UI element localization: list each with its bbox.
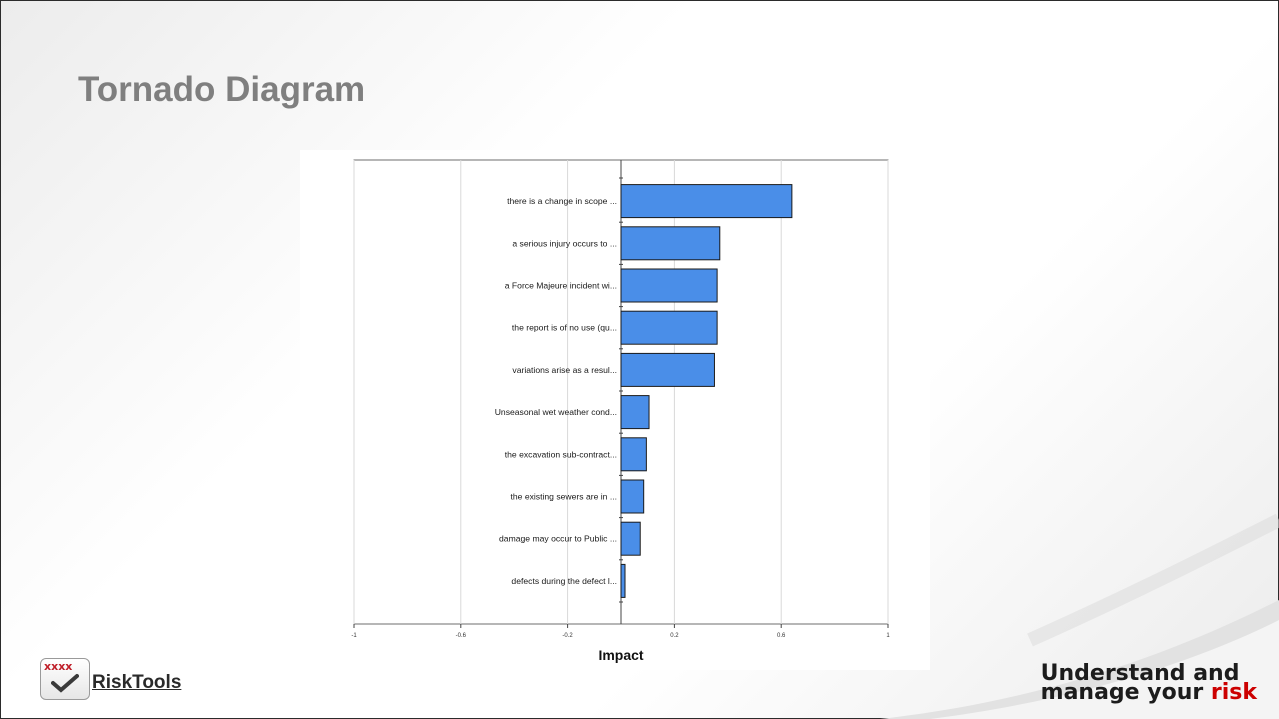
tagline-line-2-text: manage your (1040, 680, 1211, 705)
x-tick-label: -0.2 (562, 633, 573, 639)
tagline: Understand and manage your risk (1040, 661, 1257, 705)
x-tick-label: 0.6 (777, 633, 786, 639)
tagline-accent: risk (1210, 680, 1257, 705)
category-label: the excavation sub-contract... (505, 449, 617, 459)
x-tick-label: -1 (351, 633, 357, 639)
bar (620, 352, 715, 387)
tornado-chart: -1 -0.6 -0.2 0.2 0.6 1 there is a change in sc… (351, 159, 890, 663)
category-label: Unseasonal wet weather cond... (495, 407, 617, 417)
category-label: the existing sewers are in ... (510, 492, 617, 502)
bar (620, 563, 626, 598)
logo-badge: xxxx (40, 658, 90, 700)
category-label: there is a change in scope ... (507, 196, 617, 206)
logo-text: RiskTools (92, 672, 182, 693)
x-tick-label: -0.6 (456, 633, 467, 639)
category-label: damage may occur to Public ... (499, 534, 617, 544)
risktools-logo: xxxx RiskTools (40, 658, 190, 700)
logo-marks: xxxx (44, 660, 73, 673)
bar (620, 437, 647, 472)
category-label: the report is of no use (qu... (512, 323, 617, 333)
slide-title: Tornado Diagram (78, 70, 366, 109)
bar (620, 310, 718, 345)
category-label: variations arise as a resul... (512, 365, 617, 375)
checkmark-icon (51, 674, 79, 693)
tagline-line-1: Understand and (1040, 661, 1240, 686)
bar (620, 395, 650, 430)
bar (620, 479, 645, 514)
category-label: a Force Majeure incident wi... (505, 281, 617, 291)
category-label: defects during the defect l... (511, 576, 617, 586)
x-axis-title: Impact (598, 647, 643, 663)
category-label: a serious injury occurs to ... (512, 238, 617, 248)
bar (620, 226, 721, 261)
bar (620, 184, 793, 219)
tagline-line-2: manage your risk (1040, 680, 1257, 705)
bar (620, 268, 718, 303)
x-tick-label: 1 (886, 633, 890, 639)
bar (620, 521, 641, 556)
x-tick-label: 0.2 (670, 633, 679, 639)
